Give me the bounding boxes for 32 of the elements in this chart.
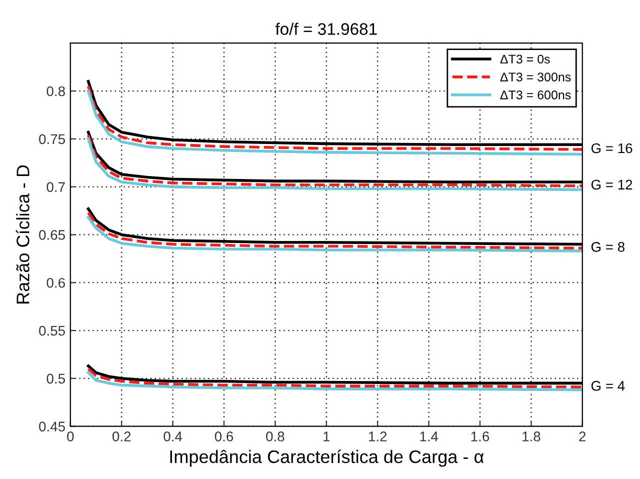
- line-series: [86, 371, 582, 392]
- y-tick-label: 0.45: [39, 422, 65, 432]
- x-tick-label: 0.8: [266, 432, 284, 442]
- legend-label: ΔT3 = 0s: [500, 54, 550, 64]
- y-tick-label: 0.7: [46, 182, 65, 192]
- x-tick-label: 1: [324, 432, 330, 442]
- line-series: [86, 216, 582, 252]
- chart-title: fo/f = 31.9681: [275, 22, 377, 35]
- line-series: [86, 367, 582, 388]
- text: G = 8: [591, 242, 624, 252]
- text: G = 4: [591, 380, 625, 391]
- y-tick-label: 0.6: [46, 278, 65, 288]
- x-tick-label: 2: [579, 432, 586, 442]
- legend-label: ΔT3 = 300ns: [500, 72, 571, 82]
- y-axis-title: Razão Cíclica - D: [16, 165, 30, 304]
- legend-label: ΔT3 = 600ns: [500, 90, 571, 100]
- y-tick-label: 0.55: [39, 326, 65, 336]
- x-tick-label: 0.2: [112, 432, 131, 442]
- x-tick-label: 1.4: [420, 432, 438, 442]
- x-axis-title: Impedância Característica de Carga - α: [170, 450, 484, 467]
- x-tick-label: 0: [67, 432, 74, 442]
- y-tick-label: 0.8: [46, 86, 65, 96]
- x-tick-label: 0.6: [214, 432, 234, 442]
- y-tick-label: 0.75: [39, 134, 65, 144]
- x-tick-label: 1.2: [369, 432, 387, 442]
- x-tick-label: 1.6: [471, 432, 490, 442]
- x-tick-label: 0.4: [164, 432, 182, 442]
- y-tick-label: 0.5: [46, 374, 65, 384]
- text: G = 12: [591, 180, 632, 190]
- y-tick-label: 0.65: [39, 230, 65, 240]
- text: G = 16: [591, 143, 632, 154]
- x-tick-label: 1.8: [522, 432, 540, 442]
